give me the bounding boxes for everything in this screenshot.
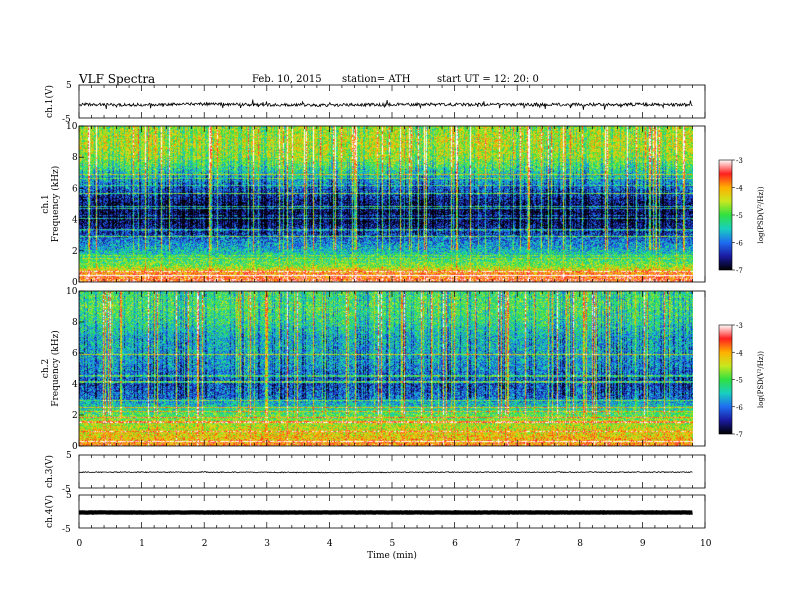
xlabel: Time (min) (367, 550, 417, 561)
panel-ticks-ch4-waveform (78, 495, 706, 528)
ylabel-ch1-waveform: ch.1(V) (44, 85, 55, 118)
colorbar-ch1-spectrogram (718, 159, 733, 271)
panel-ticks-ch2-spectrogram (78, 291, 706, 446)
ylabel-frequency-ch2-spectrogram: Frequency (kHz) (50, 330, 61, 407)
ylabel-frequency-ch1-spectrogram: Frequency (kHz) (50, 166, 61, 243)
colorbar-label-ch2-spectrogram: log(PSD(V²/Hz)) (757, 351, 765, 408)
station-label: station= ATH (342, 74, 411, 85)
xtick-label-2: 2 (202, 539, 208, 549)
colorbar-tick-label-ch1-spectrogram-0: -3 (736, 157, 743, 165)
spectrogram-image-ch1-spectrogram (79, 126, 693, 282)
series-line-ch1-waveform (78, 99, 693, 110)
ytick-label-ch3-waveform-bottom: -5 (62, 485, 71, 495)
panel-ticks-ch1-spectrogram (78, 126, 706, 282)
start-time-label: start UT = 12: 20: 0 (437, 74, 539, 85)
xtick-label-1: 1 (139, 539, 145, 549)
ytick-label-ch2-spectrogram-8: 8 (72, 318, 78, 328)
panel-ticks-ch3-waveform (78, 455, 706, 488)
series-line-ch3-waveform (78, 471, 693, 474)
xtick-label-10: 10 (700, 539, 712, 549)
ytick-label-ch4-waveform-bottom: -5 (62, 525, 71, 535)
ytick-label-ch2-spectrogram-6: 6 (72, 349, 78, 359)
xtick-label-3: 3 (264, 539, 270, 549)
panel-ticks-ch1-waveform (78, 85, 706, 118)
spectrogram-image-ch2-spectrogram (79, 291, 693, 446)
ytick-label-ch1-spectrogram-0: 0 (72, 278, 78, 288)
colorbar-label-ch1-spectrogram: log(PSD(V²/Hz)) (757, 186, 765, 243)
colorbar-tick-label-ch2-spectrogram-4: -7 (736, 431, 743, 439)
ytick-label-ch1-spectrogram-8: 8 (72, 153, 78, 163)
ytick-label-ch1-waveform-bottom: -5 (62, 115, 71, 125)
ytick-label-ch1-waveform-top: 5 (66, 81, 72, 91)
xtick-label-4: 4 (327, 539, 333, 549)
ytick-label-ch1-spectrogram-2: 2 (72, 247, 78, 257)
xtick-label-0: 0 (77, 539, 83, 549)
colorbar-tick-label-ch1-spectrogram-2: -5 (736, 212, 743, 220)
figure-title: VLF Spectra (79, 72, 156, 86)
ytick-label-ch4-waveform-top: 5 (66, 491, 72, 501)
xtick-label-6: 6 (452, 539, 458, 549)
colorbar-tick-label-ch1-spectrogram-4: -7 (736, 267, 743, 275)
ylabel-channel-ch2-spectrogram: ch.2 (41, 359, 51, 378)
colorbar-tick-label-ch1-spectrogram-3: -6 (736, 240, 743, 248)
colorbar-tick-label-ch2-spectrogram-0: -3 (736, 322, 743, 330)
ylabel-channel-ch1-spectrogram: ch.1 (41, 194, 51, 213)
ytick-label-ch1-spectrogram-4: 4 (72, 216, 78, 226)
colorbar-tick-label-ch1-spectrogram-1: -4 (736, 185, 743, 193)
colorbar-ch2-spectrogram (718, 324, 733, 435)
ylabel-ch4-waveform: ch.4(V) (44, 495, 55, 528)
ylabel-ch3-waveform: ch.3(V) (44, 455, 55, 488)
ytick-label-ch1-spectrogram-6: 6 (72, 184, 78, 194)
xtick-label-7: 7 (515, 539, 521, 549)
ytick-label-ch2-spectrogram-0: 0 (72, 442, 78, 452)
xtick-label-9: 9 (640, 539, 646, 549)
xtick-label-5: 5 (390, 539, 396, 549)
colorbar-tick-label-ch2-spectrogram-1: -4 (736, 349, 743, 357)
colorbar-tick-label-ch2-spectrogram-3: -6 (736, 404, 743, 412)
ytick-label-ch3-waveform-top: 5 (66, 451, 72, 461)
ytick-label-ch2-spectrogram-2: 2 (72, 411, 78, 421)
ytick-label-ch2-spectrogram-4: 4 (72, 380, 78, 390)
date-label: Feb. 10, 2015 (252, 74, 322, 85)
colorbar-tick-label-ch2-spectrogram-2: -5 (736, 377, 743, 385)
ytick-label-ch2-spectrogram-10: 10 (66, 287, 78, 297)
xtick-label-8: 8 (577, 539, 583, 549)
ytick-label-ch1-spectrogram-10: 10 (66, 122, 78, 132)
